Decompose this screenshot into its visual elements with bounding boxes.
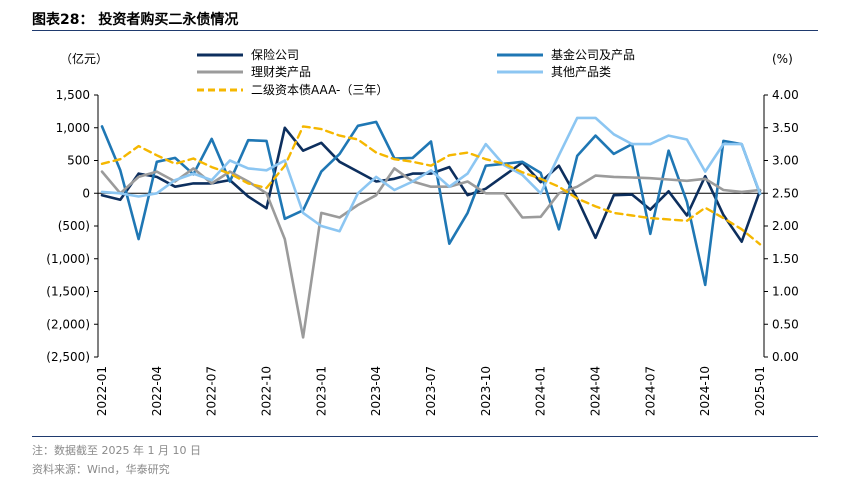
x-tick-label: 2023-07 <box>424 366 438 416</box>
x-tick-label: 2022-07 <box>205 366 219 416</box>
series-line-4 <box>100 116 762 233</box>
x-tick-label: 2024-10 <box>698 366 712 416</box>
x-tick-label: 2022-01 <box>95 366 109 416</box>
x-tick-label: 2023-10 <box>479 366 493 416</box>
left-tick-label: (1,500) <box>46 285 90 299</box>
left-tick-label: (2,000) <box>46 317 90 331</box>
x-tick-label: 2023-01 <box>314 366 328 416</box>
right-tick-label: 2.00 <box>772 219 799 233</box>
x-tick-label: 2025-01 <box>753 366 767 416</box>
legend-label-2: 基金公司及产品 <box>551 47 635 62</box>
right-axis-unit: (%) <box>772 52 793 66</box>
left-tick-label: (1,000) <box>46 252 90 266</box>
right-tick-label: 0.50 <box>772 317 799 331</box>
legend-label-5: 二级资本债AAA-（三年） <box>251 83 388 97</box>
source-note: 资料来源：Wind，华泰研究 <box>32 463 170 476</box>
series-line-5 <box>100 125 762 246</box>
x-tick-label: 2022-10 <box>260 366 274 416</box>
right-tick-label: 2.50 <box>772 186 799 200</box>
left-tick-label: 1,500 <box>56 88 90 102</box>
legend-label-4: 其他产品类 <box>551 65 611 79</box>
right-tick-label: 1.50 <box>772 252 799 266</box>
footer-divider <box>32 436 818 437</box>
x-tick-label: 2024-01 <box>534 366 548 416</box>
right-tick-label: 1.00 <box>772 285 799 299</box>
title-divider <box>32 30 818 31</box>
left-tick-label: (2,500) <box>46 350 90 364</box>
left-tick-label: 500 <box>67 154 90 168</box>
x-tick-label: 2022-04 <box>150 366 164 416</box>
series-line-3 <box>100 167 762 339</box>
right-tick-label: 4.00 <box>772 88 799 102</box>
series-line-2 <box>100 120 762 287</box>
x-tick-label: 2024-07 <box>643 366 657 416</box>
footnote: 注：数据截至 2025 年 1 月 10 日 <box>32 444 201 457</box>
line-chart: 1,500 1,000 500 0 (500) (1,000) (1,500) (2,000)… <box>46 47 799 416</box>
legend-label-1: 保险公司 <box>251 47 299 62</box>
x-tick-label: 2024-04 <box>589 366 603 416</box>
x-tick-label: 2023-04 <box>369 366 383 416</box>
left-tick-label: 1,000 <box>56 121 90 135</box>
left-tick-label: 0 <box>82 186 90 200</box>
left-axis-unit: （亿元） <box>60 51 108 66</box>
right-tick-label: 0.00 <box>772 350 799 364</box>
right-tick-label: 3.00 <box>772 154 799 168</box>
right-tick-label: 3.50 <box>772 121 799 135</box>
legend-label-3: 理财类产品 <box>251 65 311 79</box>
figure-title: 图表28： 投资者购买二永债情况 <box>32 12 239 28</box>
left-tick-label: (500) <box>58 219 90 233</box>
